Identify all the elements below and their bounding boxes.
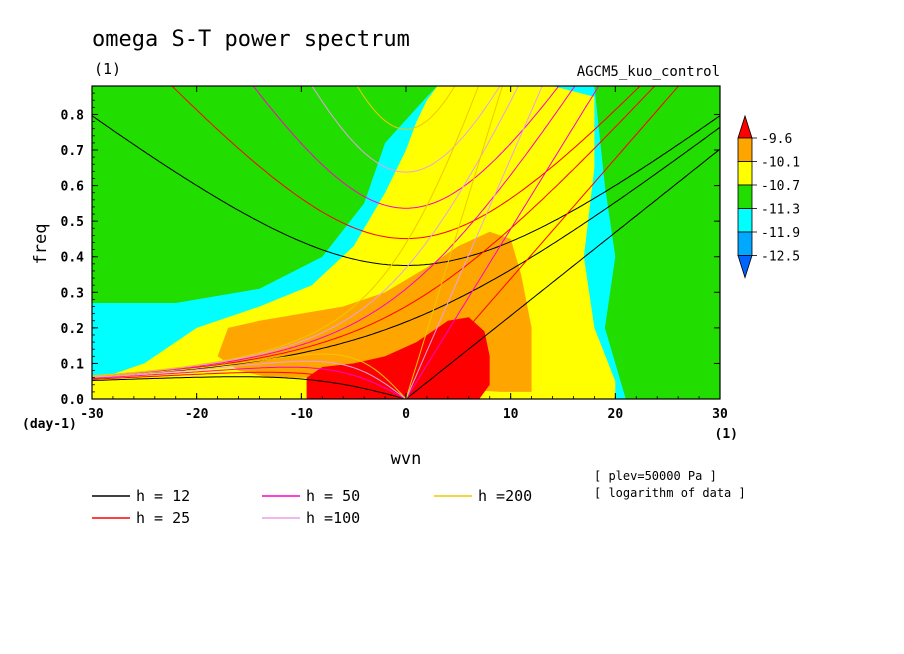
- x-tick-label: 20: [608, 407, 624, 422]
- colorbar-swatch: [737, 208, 753, 233]
- legend-label: h =100: [306, 509, 360, 527]
- y-tick-label: 0.5: [61, 215, 84, 230]
- y-unit-label: (day-1): [22, 417, 77, 432]
- rossby-wave-curve: [92, 360, 407, 399]
- mixed-rossby-gravity-wave-curve: [92, 86, 656, 378]
- chart-subtitle-right: AGCM5_kuo_control: [577, 64, 720, 80]
- mixed-rossby-gravity-wave-curve: [92, 86, 480, 377]
- inertia-gravity-wave-curve: [356, 86, 456, 130]
- mixed-rossby-gravity-wave-curve: [92, 86, 576, 377]
- y-tick-label: 0.4: [61, 251, 85, 266]
- colorbar-swatch: [737, 137, 753, 162]
- colorbar-label: -11.3: [761, 203, 800, 218]
- annotation-plev: [ plev=50000 Pa ]: [594, 469, 717, 483]
- colorbar-top-arrow: [737, 114, 753, 139]
- y-tick-label: 0.6: [61, 180, 85, 195]
- y-axis-label: freq: [31, 224, 51, 265]
- inertia-gravity-wave-curve: [92, 115, 720, 266]
- rossby-wave-curve: [92, 366, 407, 399]
- kelvin-wave-curve: [405, 86, 600, 399]
- kelvin-wave-curve: [405, 86, 543, 399]
- x-tick-label: -20: [185, 407, 209, 422]
- x-tick-label: 0: [402, 407, 410, 422]
- y-tick-label: 0.0: [61, 393, 85, 408]
- colorbar-label: -9.6: [761, 132, 792, 147]
- plot-area: [92, 86, 720, 399]
- mixed-rossby-gravity-wave-curve: [92, 86, 519, 377]
- inertia-gravity-wave-curve: [171, 86, 641, 240]
- inertia-gravity-wave-curve: [252, 86, 560, 209]
- colorbar-swatch: [737, 184, 753, 209]
- colorbar-label: -12.5: [761, 250, 800, 265]
- kelvin-wave-curve: [405, 86, 680, 399]
- legend-label: h = 25: [136, 509, 190, 527]
- chart-subtitle-left: (1): [94, 60, 121, 78]
- contour-region-4: [92, 86, 720, 399]
- legend-label: h = 12: [136, 487, 190, 505]
- colorbar-label: -10.7: [761, 179, 800, 194]
- legend-label: h = 50: [306, 487, 360, 505]
- x-tick-label: 30: [712, 407, 728, 422]
- annotation-logarithm: [ logarithm of data ]: [594, 486, 746, 500]
- x-axis-label: wvn: [391, 449, 422, 469]
- x-axis: -30 -20 -10 0 10 20 30: [80, 86, 728, 422]
- colorbar: -9.6 -10.1 -10.7 -11.3 -11.9 -12.5: [737, 114, 800, 279]
- y-tick-label: 0.3: [61, 286, 84, 301]
- x-unit-label: (1): [715, 427, 738, 442]
- colorbar-label: -10.1: [761, 156, 800, 171]
- rossby-wave-curve: [92, 353, 407, 399]
- colorbar-bottom-arrow: [737, 255, 753, 279]
- colorbar-swatch: [737, 231, 753, 256]
- x-tick-label: 10: [503, 407, 519, 422]
- rossby-wave-curve: [92, 371, 407, 399]
- chart-title: omega S-T power spectrum: [92, 27, 410, 52]
- legend-label: h =200: [478, 487, 532, 505]
- x-tick-label: -10: [290, 407, 314, 422]
- mixed-rossby-gravity-wave-curve: [92, 126, 720, 378]
- colorbar-swatch: [737, 161, 753, 186]
- dispersion-curves: [92, 86, 720, 399]
- rossby-wave-curve: [92, 376, 407, 399]
- y-tick-label: 0.1: [61, 357, 85, 372]
- kelvin-wave-curve: [405, 148, 720, 399]
- y-tick-label: 0.8: [61, 108, 85, 123]
- y-axis: 0.0 0.1 0.2 0.3 0.4 0.5 0.6 0.7 0.8: [61, 92, 720, 408]
- y-tick-label: 0.2: [61, 322, 84, 337]
- legend: h = 12 h = 25 h = 50 h =100 h =200: [92, 487, 532, 527]
- x-tick-label: -30: [80, 407, 104, 422]
- kelvin-wave-curve: [405, 86, 503, 399]
- colorbar-label: -11.9: [761, 226, 800, 241]
- inertia-gravity-wave-curve: [311, 86, 501, 173]
- y-tick-label: 0.7: [61, 144, 84, 159]
